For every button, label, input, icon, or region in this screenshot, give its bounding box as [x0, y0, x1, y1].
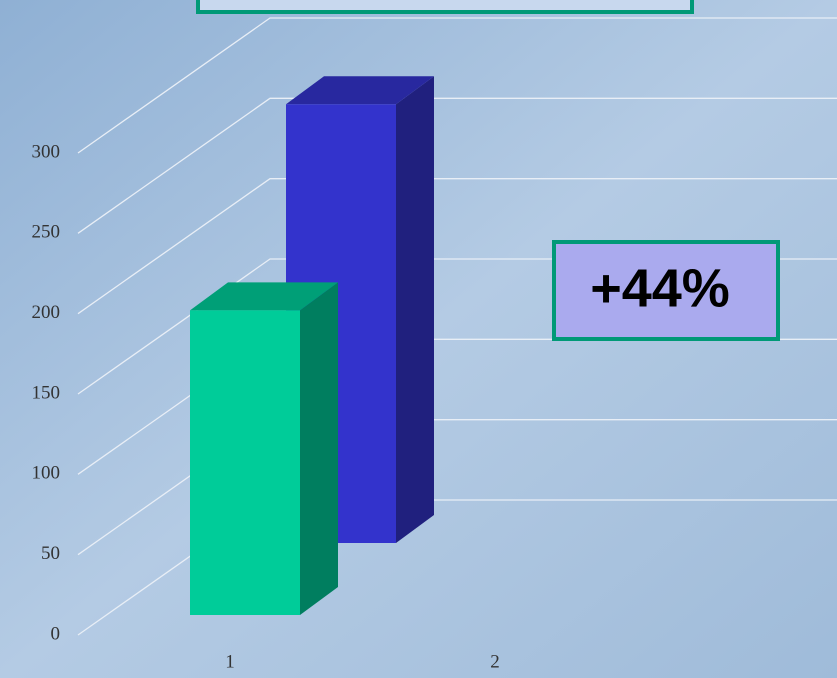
bar-front: [190, 310, 300, 615]
bar-top: [286, 76, 434, 105]
y-tick-label: 300: [32, 141, 61, 162]
y-tick-label: 250: [32, 222, 61, 243]
annotation-box: +44%: [552, 240, 780, 341]
y-tick-label: 150: [32, 382, 61, 403]
y-tick-label: 200: [32, 302, 61, 323]
annotation: +44%: [590, 258, 730, 318]
y-tick-label: 100: [32, 463, 61, 484]
grid-line: [77, 178, 837, 315]
bars: [190, 76, 434, 615]
grid-line: [77, 97, 837, 234]
x-tick-label: 1: [225, 651, 235, 672]
bar-top: [190, 282, 338, 311]
grid: 0 50 100 150 200 250 300 1 2: [32, 17, 837, 672]
x-tick-label: 2: [490, 651, 500, 672]
annotation-frame: [552, 240, 780, 341]
y-tick-label: 0: [51, 623, 61, 644]
title-box: [196, 0, 694, 14]
bar: [190, 282, 338, 615]
y-tick-label: 50: [41, 543, 60, 564]
bar-side: [396, 76, 434, 543]
grid-line: [77, 17, 837, 154]
bar-side: [300, 282, 338, 615]
